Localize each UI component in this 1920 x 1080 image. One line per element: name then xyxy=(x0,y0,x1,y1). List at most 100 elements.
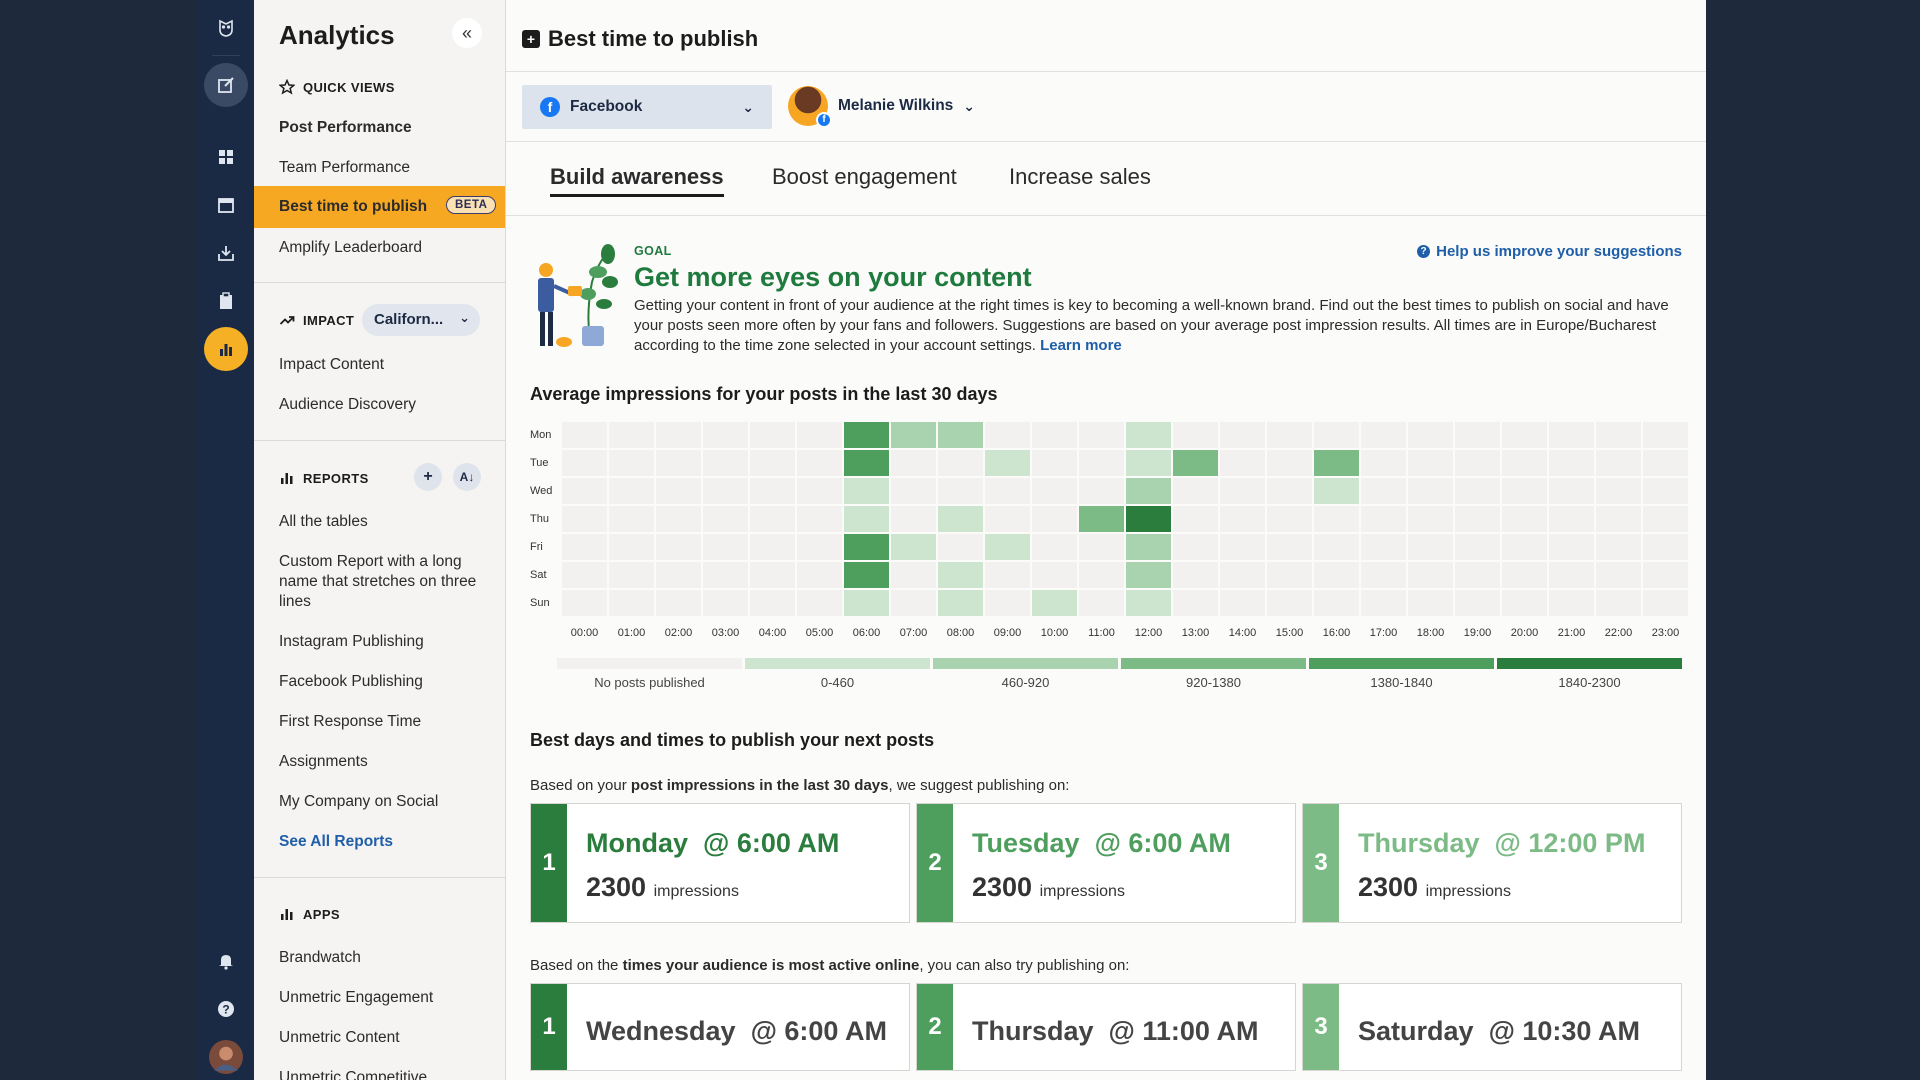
heatmap-cell[interactable] xyxy=(1596,422,1641,448)
heatmap-cell[interactable] xyxy=(891,562,936,588)
heatmap-cell[interactable] xyxy=(1314,534,1359,560)
heatmap-cell[interactable] xyxy=(1173,422,1218,448)
heatmap-cell[interactable] xyxy=(1267,478,1312,504)
heatmap-cell[interactable] xyxy=(938,534,983,560)
heatmap-cell[interactable] xyxy=(1549,450,1594,476)
see-all-reports-link[interactable]: See All Reports xyxy=(279,833,393,850)
heatmap-cell[interactable] xyxy=(1549,422,1594,448)
heatmap-cell[interactable] xyxy=(1314,450,1359,476)
recommendation-card[interactable]: 2 Tuesday @ 6:00 AM 2300 impressions xyxy=(916,803,1296,923)
alt-recommendation-card[interactable]: 3 Saturday @ 10:30 AM xyxy=(1302,983,1682,1071)
heatmap-cell[interactable] xyxy=(1408,534,1453,560)
heatmap-cell[interactable] xyxy=(1643,478,1688,504)
sidebar-item-impact-content[interactable]: Impact Content xyxy=(279,356,385,373)
heatmap-cell[interactable] xyxy=(1220,506,1265,532)
heatmap-cell[interactable] xyxy=(656,450,701,476)
heatmap-cell[interactable] xyxy=(1408,562,1453,588)
help-icon[interactable]: ? xyxy=(204,987,248,1031)
heatmap-cell[interactable] xyxy=(985,506,1030,532)
heatmap-cell[interactable] xyxy=(1126,534,1171,560)
heatmap-cell[interactable] xyxy=(1643,506,1688,532)
heatmap-cell[interactable] xyxy=(797,562,842,588)
heatmap-cell[interactable] xyxy=(1455,478,1500,504)
add-report-button[interactable]: + xyxy=(414,463,442,491)
sidebar-item-post-performance[interactable]: Post Performance xyxy=(279,119,412,136)
heatmap-cell[interactable] xyxy=(1455,506,1500,532)
heatmap-cell[interactable] xyxy=(1361,422,1406,448)
heatmap-cell[interactable] xyxy=(1643,562,1688,588)
calendar-icon[interactable] xyxy=(204,183,248,227)
heatmap-cell[interactable] xyxy=(985,422,1030,448)
heatmap-cell[interactable] xyxy=(1502,506,1547,532)
heatmap-cell[interactable] xyxy=(750,590,795,616)
heatmap-cell[interactable] xyxy=(1079,478,1124,504)
heatmap-cell[interactable] xyxy=(1314,422,1359,448)
heatmap-cell[interactable] xyxy=(1549,534,1594,560)
alt-recommendation-card[interactable]: 1 Wednesday @ 6:00 AM xyxy=(530,983,910,1071)
heatmap-cell[interactable] xyxy=(1173,590,1218,616)
heatmap-cell[interactable] xyxy=(1361,506,1406,532)
heatmap-cell[interactable] xyxy=(703,450,748,476)
heatmap-cell[interactable] xyxy=(609,450,654,476)
heatmap-cell[interactable] xyxy=(1361,450,1406,476)
heatmap-cell[interactable] xyxy=(1643,534,1688,560)
heatmap-cell[interactable] xyxy=(1455,562,1500,588)
heatmap-cell[interactable] xyxy=(1173,562,1218,588)
sidebar-item-amplify-leaderboard[interactable]: Amplify Leaderboard xyxy=(279,239,423,256)
heatmap-cell[interactable] xyxy=(844,562,889,588)
sidebar-item-report[interactable]: All the tables xyxy=(279,513,368,530)
clipboard-icon[interactable] xyxy=(204,279,248,323)
heatmap-cell[interactable] xyxy=(1032,422,1077,448)
heatmap-cell[interactable] xyxy=(656,534,701,560)
heatmap-cell[interactable] xyxy=(1408,590,1453,616)
heatmap-cell[interactable] xyxy=(1126,590,1171,616)
heatmap-cell[interactable] xyxy=(797,450,842,476)
heatmap-cell[interactable] xyxy=(703,506,748,532)
tab-increase-sales[interactable]: Increase sales xyxy=(1009,164,1151,189)
sidebar-item-best-time-active[interactable]: Best time to publish BETA xyxy=(254,186,505,228)
heatmap-cell[interactable] xyxy=(1361,562,1406,588)
heatmap-cell[interactable] xyxy=(1596,478,1641,504)
heatmap-cell[interactable] xyxy=(1173,506,1218,532)
heatmap-cell[interactable] xyxy=(703,590,748,616)
heatmap-cell[interactable] xyxy=(1267,562,1312,588)
heatmap-cell[interactable] xyxy=(844,422,889,448)
inbox-icon[interactable] xyxy=(204,231,248,275)
heatmap-cell[interactable] xyxy=(797,478,842,504)
sidebar-item-report[interactable]: My Company on Social xyxy=(279,793,439,810)
sidebar-item-app[interactable]: Brandwatch xyxy=(279,949,361,966)
heatmap-cell[interactable] xyxy=(1267,422,1312,448)
heatmap-cell[interactable] xyxy=(844,450,889,476)
heatmap-cell[interactable] xyxy=(1220,422,1265,448)
heatmap-cell[interactable] xyxy=(1455,590,1500,616)
heatmap-cell[interactable] xyxy=(1314,590,1359,616)
sidebar-item-report[interactable]: First Response Time xyxy=(279,713,422,730)
heatmap-cell[interactable] xyxy=(1502,534,1547,560)
heatmap-cell[interactable] xyxy=(656,590,701,616)
heatmap-cell[interactable] xyxy=(938,506,983,532)
heatmap-cell[interactable] xyxy=(1267,506,1312,532)
sort-reports-button[interactable]: A↓ xyxy=(453,463,481,491)
heatmap-cell[interactable] xyxy=(1314,478,1359,504)
compose-icon[interactable] xyxy=(204,63,248,107)
heatmap-cell[interactable] xyxy=(750,562,795,588)
heatmap-cell[interactable] xyxy=(985,562,1030,588)
heatmap-cell[interactable] xyxy=(1596,450,1641,476)
heatmap-cell[interactable] xyxy=(985,534,1030,560)
heatmap-cell[interactable] xyxy=(985,590,1030,616)
heatmap-cell[interactable] xyxy=(1032,534,1077,560)
heatmap-cell[interactable] xyxy=(891,590,936,616)
sidebar-item-report[interactable]: Instagram Publishing xyxy=(279,633,424,650)
heatmap-cell[interactable] xyxy=(750,506,795,532)
sidebar-item-report[interactable]: Facebook Publishing xyxy=(279,673,423,690)
heatmap-cell[interactable] xyxy=(797,422,842,448)
heatmap-cell[interactable] xyxy=(656,478,701,504)
heatmap-cell[interactable] xyxy=(1126,478,1171,504)
sidebar-item-app[interactable]: Unmetric Content xyxy=(279,1029,400,1046)
heatmap-cell[interactable] xyxy=(1079,422,1124,448)
heatmap-cell[interactable] xyxy=(1455,534,1500,560)
heatmap-cell[interactable] xyxy=(609,562,654,588)
heatmap-cell[interactable] xyxy=(562,590,607,616)
heatmap-cell[interactable] xyxy=(938,422,983,448)
notifications-bell-icon[interactable] xyxy=(204,939,248,983)
